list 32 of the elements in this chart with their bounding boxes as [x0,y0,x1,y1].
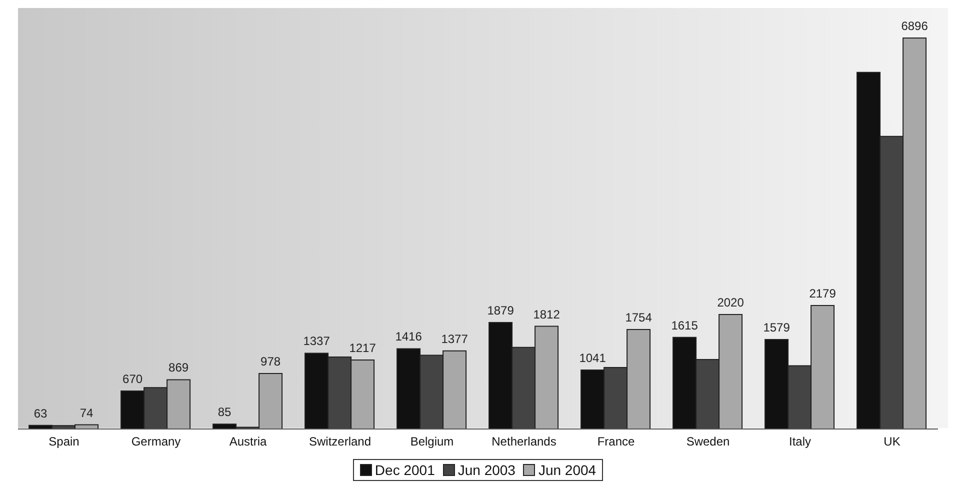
legend-label: Jun 2004 [538,462,596,478]
data-label: 85 [218,405,232,420]
data-label: 2020 [717,295,744,310]
x-tick-label: Switzerland [308,434,372,449]
x-tick-label: Italy [788,434,812,449]
x-tick-label: Sweden [686,434,730,449]
data-label: 2179 [809,286,836,300]
x-tick-label: UK [884,434,900,449]
data-label: 63 [34,406,48,420]
legend-label: Dec 2001 [374,462,435,478]
data-label: 1579 [763,320,790,334]
data-label: 1377 [441,332,468,346]
data-label: 869 [168,360,189,375]
data-label: 978 [260,354,281,369]
data-label: 1041 [579,350,606,365]
x-tick-label: Austria [229,434,267,449]
x-tick-label: Germany [131,434,181,449]
data-label: 670 [122,372,143,386]
data-label: 6896 [901,19,928,33]
data-label: 74 [80,406,94,420]
data-label: 1416 [395,330,422,344]
data-label: 1337 [303,334,330,348]
data-label: 1879 [487,303,514,318]
data-label: 1812 [533,307,560,322]
x-tick-label: France [597,434,635,449]
x-tick-label: Belgium [410,434,454,449]
legend-label: Jun 2003 [458,462,516,478]
data-label: 1754 [625,310,652,325]
x-tick-label: Spain [48,434,80,449]
data-label: 1615 [671,318,698,332]
x-tick-label: Netherlands [492,434,556,449]
data-label: 1217 [349,340,376,355]
